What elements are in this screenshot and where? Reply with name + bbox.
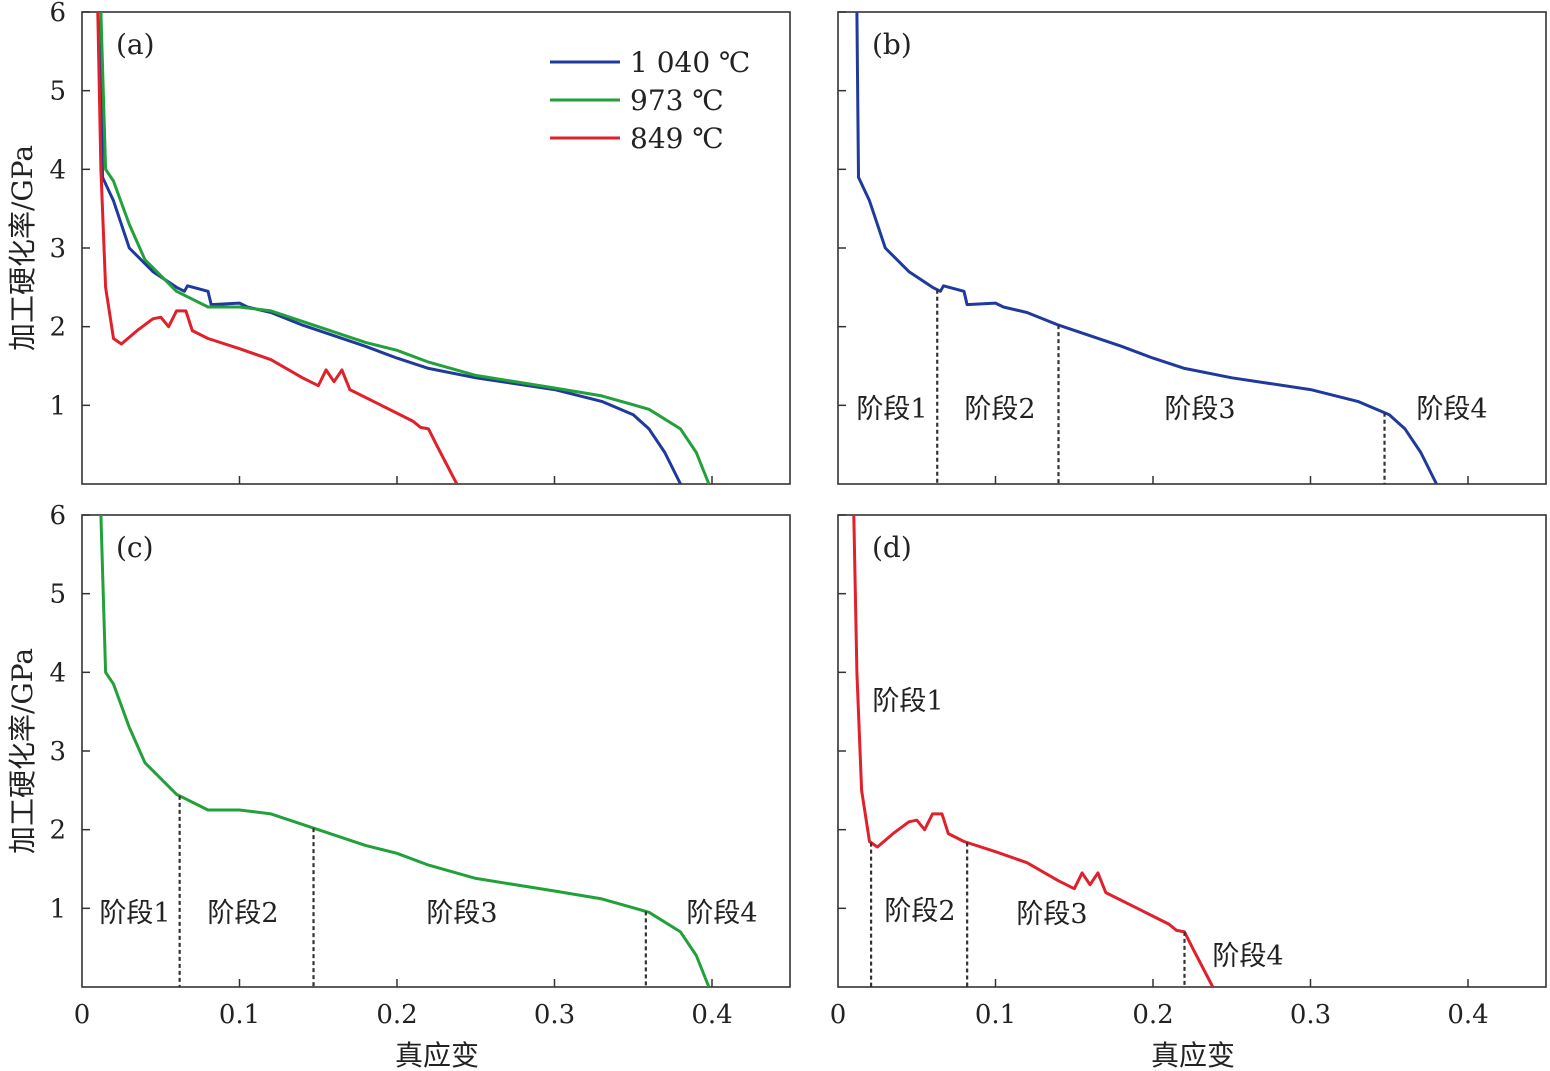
stage-label: 阶段4 bbox=[1212, 941, 1283, 972]
x-tick-label: 0.1 bbox=[975, 1000, 1016, 1030]
x-tick-label: 0.1 bbox=[219, 1000, 260, 1030]
x-tick-label: 0 bbox=[74, 1000, 91, 1030]
y-tick-label: 4 bbox=[49, 155, 66, 185]
x-tick-label: 0.2 bbox=[376, 1000, 417, 1030]
stage-label: 阶段1 bbox=[856, 394, 927, 425]
y-tick-label: 5 bbox=[49, 580, 66, 610]
panel-b: (b) 阶段1 阶段2 阶段3 阶段4 bbox=[837, 11, 1547, 485]
stage-label: 阶段3 bbox=[1164, 394, 1235, 425]
legend-label: 973 ℃ bbox=[630, 84, 724, 117]
panel-label: (b) bbox=[872, 28, 912, 61]
x-tick-label: 0.4 bbox=[691, 1000, 732, 1030]
y-tick-label: 4 bbox=[49, 658, 66, 688]
y-tick-label: 5 bbox=[49, 77, 66, 107]
stage-label: 阶段3 bbox=[1016, 899, 1087, 930]
series-line-1040 bbox=[99, 12, 682, 484]
series-line-1040 bbox=[855, 12, 1438, 484]
panel-c: 1 2 3 4 5 6 0 0.1 0.2 0.3 0.4 真应变 加工硬化率/GPa (c) 阶段1 阶段2… bbox=[6, 501, 791, 1071]
stage-label: 阶段4 bbox=[686, 898, 757, 929]
stage-label: 阶段1 bbox=[872, 686, 943, 717]
stage-label: 阶段1 bbox=[99, 898, 170, 929]
panel-label: (c) bbox=[116, 531, 154, 564]
legend-label: 1 040 ℃ bbox=[630, 46, 750, 79]
plot-frame bbox=[81, 11, 791, 485]
y-tick-label: 2 bbox=[49, 313, 66, 343]
y-tick-label: 6 bbox=[49, 0, 66, 28]
x-tick-label: 0.3 bbox=[1290, 1000, 1331, 1030]
panel-label: (a) bbox=[116, 28, 155, 61]
panel-d: 0 0.1 0.2 0.3 0.4 真应变 (d) 阶段1 阶段2 阶段3 阶段4 bbox=[830, 514, 1547, 1071]
stage-label: 阶段3 bbox=[426, 898, 497, 929]
y-axis-label: 加工硬化率/GPa bbox=[6, 648, 39, 854]
panel-a: 1 2 3 4 5 6 加工硬化率/GPa (a) 1 040 ℃ 973 ℃ 849 ℃ bbox=[6, 0, 791, 485]
y-tick-label: 3 bbox=[49, 234, 66, 264]
panel-label: (d) bbox=[872, 531, 912, 564]
x-tick-label: 0 bbox=[830, 1000, 847, 1030]
y-axis-label: 加工硬化率/GPa bbox=[6, 145, 39, 351]
y-tick-label: 6 bbox=[49, 501, 66, 531]
legend-label: 849 ℃ bbox=[630, 122, 724, 155]
series-line-849 bbox=[96, 12, 459, 484]
x-tick-label: 0.4 bbox=[1447, 1000, 1488, 1030]
y-tick-label: 1 bbox=[49, 391, 66, 421]
y-tick-label: 3 bbox=[49, 737, 66, 767]
stage-label: 阶段2 bbox=[207, 898, 278, 929]
series-line-973 bbox=[99, 515, 711, 987]
stage-label: 阶段2 bbox=[964, 394, 1035, 425]
x-axis-label: 真应变 bbox=[1151, 1039, 1235, 1071]
stage-label: 阶段4 bbox=[1416, 394, 1487, 425]
x-tick-label: 0.2 bbox=[1132, 1000, 1173, 1030]
stage-label: 阶段2 bbox=[884, 896, 955, 927]
y-tick-label: 1 bbox=[49, 894, 66, 924]
x-axis-label: 真应变 bbox=[395, 1039, 479, 1071]
x-tick-label: 0.3 bbox=[534, 1000, 575, 1030]
y-tick-label: 2 bbox=[49, 816, 66, 846]
series-line-973 bbox=[99, 12, 711, 484]
series-line-849 bbox=[852, 515, 1215, 987]
